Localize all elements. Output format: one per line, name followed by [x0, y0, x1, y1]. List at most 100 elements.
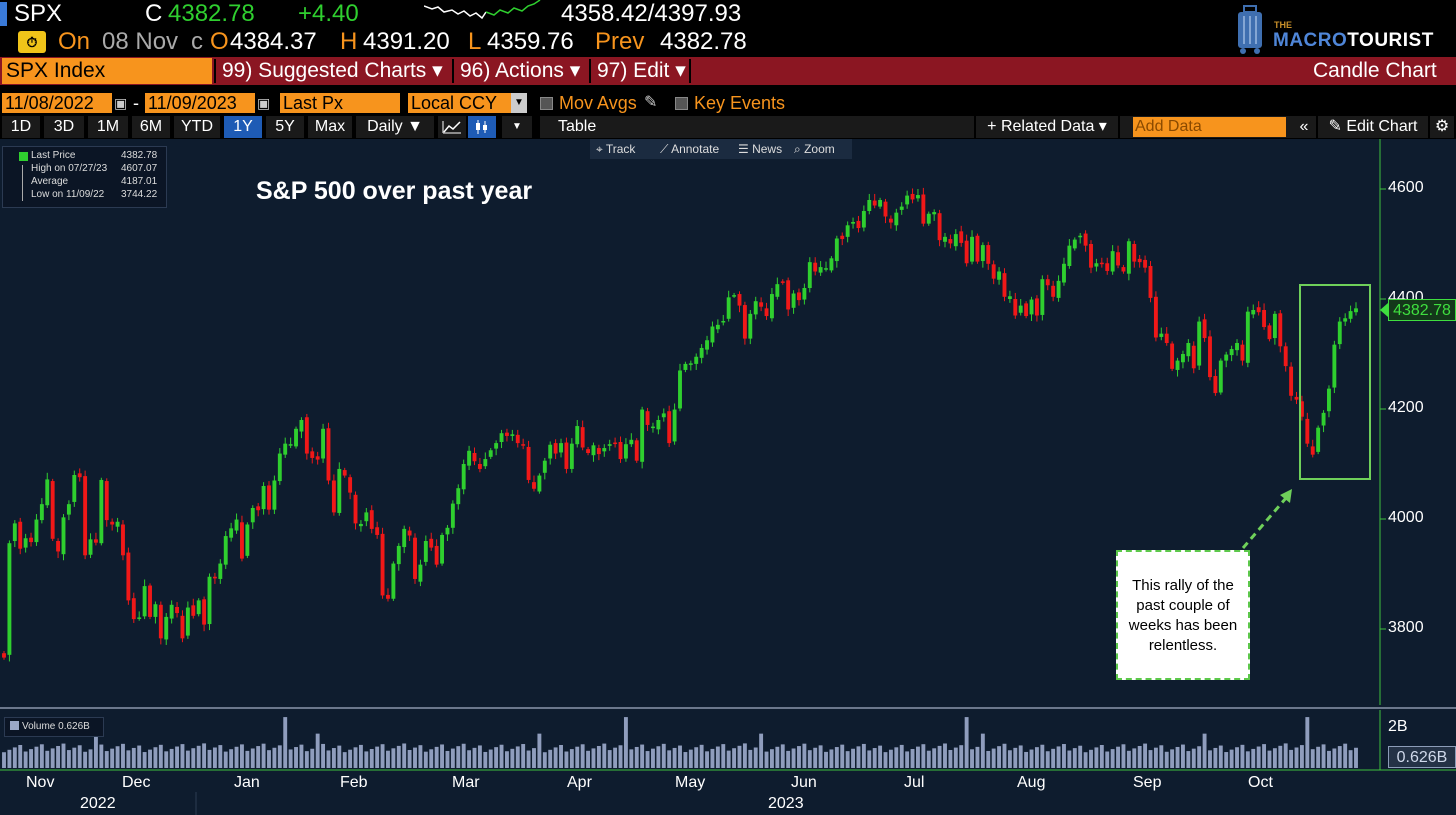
quote-header: SPX C 4382.78 +4.40 4358.42/4397.93 [0, 0, 1456, 28]
candle-body [131, 598, 136, 620]
volume-bar [710, 748, 715, 768]
calendar-icon[interactable]: ▣ [257, 95, 271, 111]
candle-body [775, 284, 780, 297]
candle-body [645, 411, 650, 425]
volume-tick-label: 2B [1388, 718, 1408, 735]
field-selector[interactable]: Last Px [280, 93, 400, 113]
collapse-button[interactable]: « [1292, 116, 1316, 138]
volume-bar [99, 744, 104, 768]
candle-body [1105, 263, 1110, 271]
volume-bar [56, 745, 61, 768]
key-events-checkbox[interactable] [675, 97, 688, 110]
candle-body [1305, 418, 1310, 444]
volume-bar [1245, 751, 1250, 768]
candle-body [477, 464, 482, 469]
volume-bar [1224, 752, 1229, 768]
volume-bar [1056, 746, 1061, 768]
annotate-tool[interactable]: ⟋ Annotate [660, 142, 720, 156]
volume-bar [413, 747, 417, 768]
chart-style-dropdown[interactable]: ▼ [502, 116, 532, 138]
candle-body [1278, 313, 1283, 347]
volume-bar [158, 744, 163, 768]
pencil-icon[interactable]: ✎ [644, 94, 658, 111]
volume-bar [910, 749, 915, 768]
volume-bar [66, 750, 71, 768]
table-button[interactable]: Table [540, 116, 974, 138]
calendar-icon[interactable]: ▣ [114, 95, 128, 111]
ticker-symbol[interactable]: SPX [14, 0, 63, 27]
volume-bar [867, 750, 872, 768]
end-date-field[interactable]: 11/09/2023 [145, 93, 255, 113]
mov-avgs-label[interactable]: Mov Avgs [559, 93, 637, 113]
volume-bar [1310, 749, 1315, 768]
period-1y[interactable]: 1Y [224, 116, 262, 138]
candle-body [1262, 310, 1267, 328]
candle-body [29, 537, 33, 543]
candle-chart-icon[interactable] [468, 116, 496, 138]
volume-bar [899, 744, 904, 768]
candle-body [899, 206, 904, 210]
candle-body [623, 444, 628, 459]
period-5y[interactable]: 5Y [266, 116, 304, 138]
news-tool[interactable]: ☰ News [738, 142, 783, 156]
x-year-label: 2023 [768, 795, 804, 812]
candle-body [272, 480, 277, 510]
volume-bar [1208, 750, 1212, 768]
volume-bar [661, 743, 666, 768]
volume-bar [829, 749, 834, 768]
currency-selector[interactable]: Local CCY [408, 93, 511, 113]
edit-menu[interactable]: 97) Edit ▾ [597, 59, 686, 82]
volume-bar [429, 749, 434, 768]
suggested-charts-menu[interactable]: 99) Suggested Charts ▾ [222, 59, 443, 82]
volume-bar [694, 747, 699, 768]
quote-date: 08 Nov [102, 28, 179, 55]
prev-price: 4382.78 [660, 28, 747, 55]
x-month-label: Aug [1017, 774, 1046, 791]
high-price: 4391.20 [363, 28, 450, 55]
volume-bar [1278, 745, 1283, 768]
key-events-label[interactable]: Key Events [694, 93, 786, 113]
actions-menu[interactable]: 96) Actions ▾ [460, 59, 581, 82]
volume-bar [380, 744, 385, 768]
volume-bar [83, 751, 88, 768]
period-ytd[interactable]: YTD [174, 116, 220, 138]
candle-body [726, 297, 731, 319]
candle-body [321, 428, 326, 459]
related-data-button[interactable]: + Related Data ▾ [976, 116, 1118, 138]
close-price: 4382.78 [168, 0, 255, 27]
period-1d[interactable]: 1D [2, 116, 40, 138]
volume-bar [569, 749, 574, 768]
period-max[interactable]: Max [308, 116, 352, 138]
period-3d[interactable]: 3D [44, 116, 84, 138]
volume-bar [7, 749, 12, 768]
candle-body [1310, 446, 1315, 455]
line-chart-icon[interactable] [438, 116, 466, 138]
candle-body [56, 541, 61, 552]
candle-body [1224, 354, 1229, 361]
start-date-field[interactable]: 11/08/2022 [2, 93, 112, 113]
edit-chart-button[interactable]: ✎ Edit Chart [1318, 116, 1428, 138]
x-month-label: Jul [904, 774, 925, 791]
volume-bar [180, 744, 185, 768]
period-6m[interactable]: 6M [132, 116, 170, 138]
candle-body [148, 585, 152, 617]
currency-dropdown-icon[interactable]: ▼ [511, 93, 527, 113]
zoom-tool[interactable]: ⌕ Zoom [794, 142, 835, 156]
edit-chart-label: Edit Chart [1346, 118, 1418, 135]
frequency-selector[interactable]: Daily ▼ [356, 116, 434, 138]
net-change: +4.40 [298, 0, 359, 27]
candle-body [661, 413, 666, 418]
volume-bar [1024, 751, 1029, 768]
candle-body [948, 239, 953, 244]
volume-bar [256, 746, 261, 768]
period-1m[interactable]: 1M [88, 116, 128, 138]
volume-bar [888, 749, 893, 768]
track-tool[interactable]: ⌖ Track [596, 142, 636, 156]
add-data-input[interactable]: Add Data [1133, 117, 1286, 137]
gear-icon[interactable]: ⚙ [1430, 116, 1454, 138]
mov-avgs-checkbox[interactable] [540, 97, 553, 110]
speedometer-icon[interactable]: ⏱ [18, 31, 46, 53]
security-field[interactable]: SPX Index [2, 58, 212, 84]
legend-value: 4187.01 [121, 176, 158, 187]
volume-bar [223, 751, 228, 768]
